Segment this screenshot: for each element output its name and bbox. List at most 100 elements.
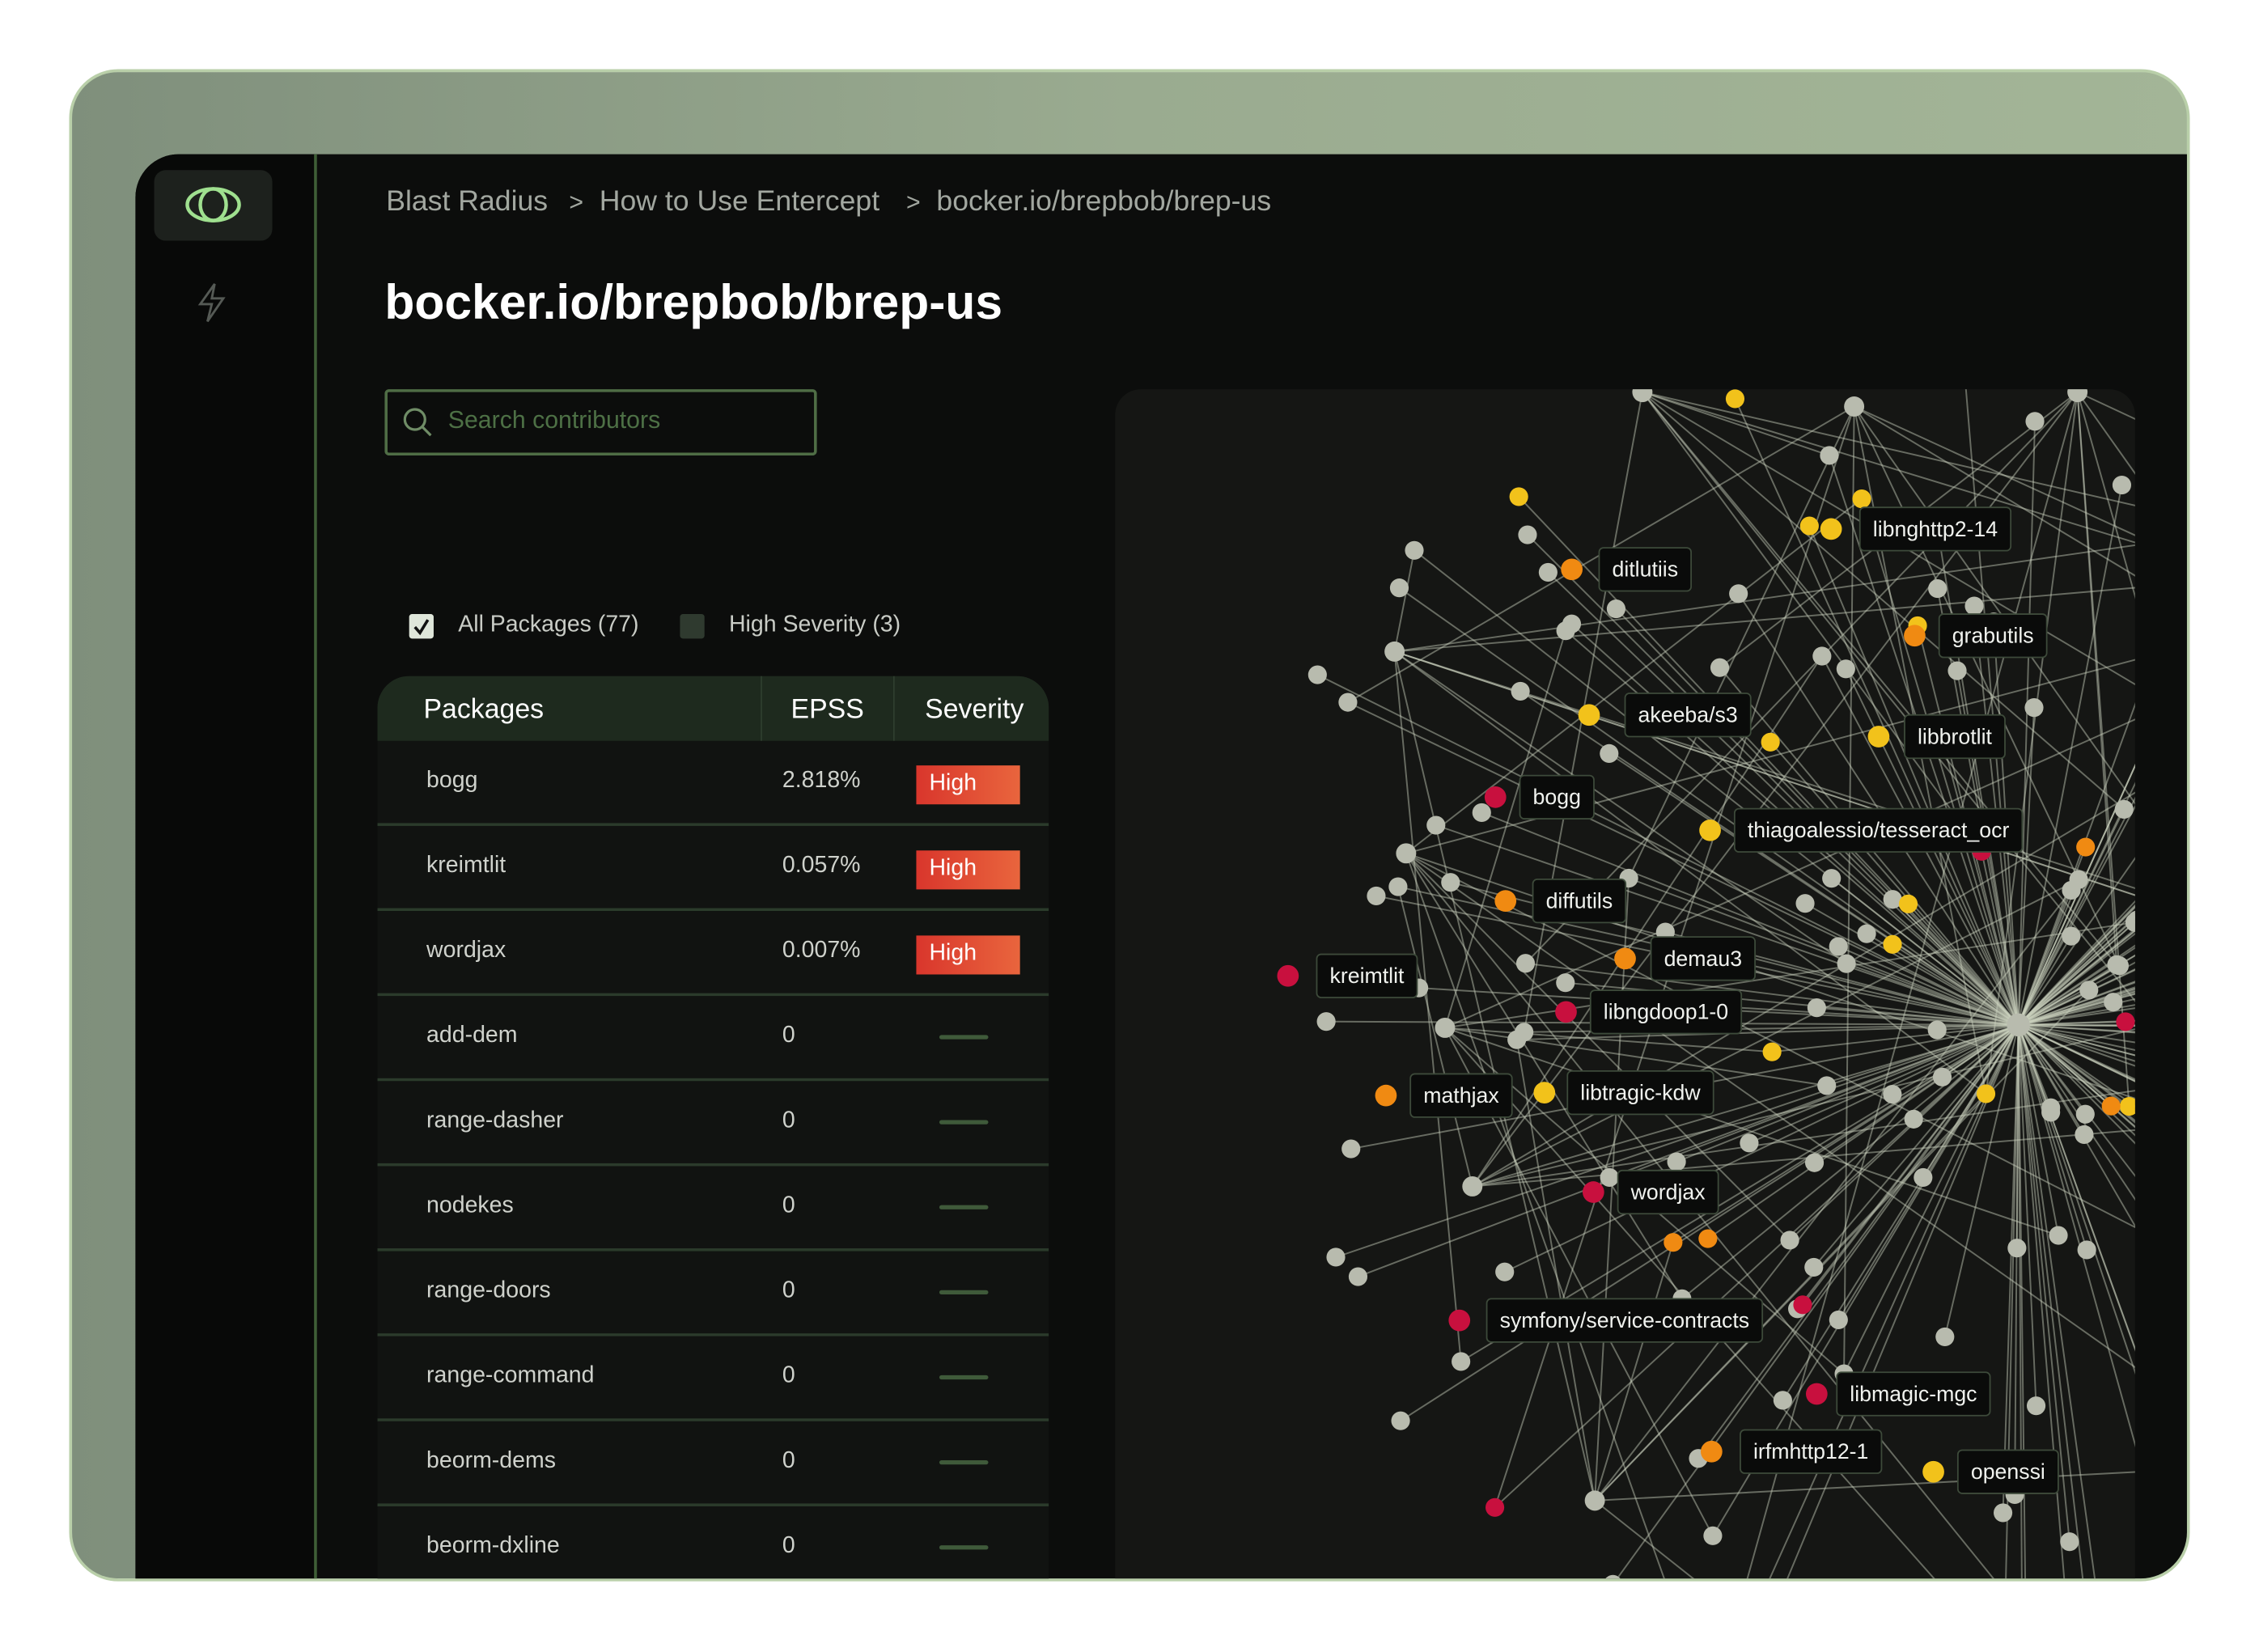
node-label: demau3 [1664,947,1742,971]
table-row[interactable]: beorm-dems 0 [377,1421,1049,1506]
severity-empty [939,1459,989,1465]
table-row[interactable]: beorm-dxline 0 [377,1506,1049,1579]
graph-node [2049,1226,2068,1245]
graph-edge [1892,943,2020,1026]
node-label: libmagic-mgc [1850,1382,1977,1406]
graph-edge [1347,701,2020,1026]
filter-checkbox[interactable] [409,614,434,639]
graph-edge [1808,525,2020,1026]
graph-edge [2017,1024,2096,1579]
graph-edge [2018,892,2187,1026]
graph-node [1829,937,1848,956]
graph-edge [1937,1023,2019,1031]
graph-edge [2018,943,2187,1026]
graph-edge [1393,550,1415,652]
graph-edge [1413,549,2020,1026]
graph-edge [1672,1024,2020,1243]
package-name: nodekes [426,1193,514,1218]
severity-empty [939,1120,989,1125]
graph-node [1316,1012,1336,1031]
graph-edge [1642,392,2117,965]
filter-label: High Severity (3) [728,612,901,638]
table-row[interactable]: range-command 0 [377,1336,1049,1421]
graph-edge [2017,860,2187,1026]
graph-node [1511,681,1530,701]
graph-edge [1816,1006,2019,1026]
graph-edge [1734,398,2020,1026]
node-label-box [1409,1073,1513,1118]
breadcrumb-item[interactable]: How to Use Entercept [599,185,880,218]
graph-edge [2018,923,2187,1026]
column-header[interactable]: Severity [925,694,1024,726]
filter-checkbox[interactable] [680,614,705,639]
table-row[interactable]: add-dem 0 [377,996,1049,1082]
graph-edge [2018,964,2120,1026]
bolt-icon[interactable] [193,281,231,324]
graph-edge [2018,989,2090,1026]
graph-node [1391,1411,1410,1430]
graph-node [1725,389,1745,409]
graph-edge [2017,1024,2052,1113]
graph-edge [2018,1023,2187,1104]
graph-edge [1444,695,2187,1029]
table-row[interactable]: range-doors 0 [377,1251,1049,1336]
breadcrumb-item[interactable]: Blast Radius [386,185,549,218]
graph-edge [1802,1024,2020,1306]
graph-edge [1789,1024,2020,1241]
table-row[interactable]: nodekes 0 [377,1166,1049,1252]
graph-node [1389,578,1409,598]
node-label: bogg [1533,785,1581,809]
graph-node [1804,1257,1824,1277]
graph-edge [1405,852,2187,1255]
graph-node [2041,1098,2061,1117]
graph-edge [1642,392,1982,852]
table-row[interactable]: wordjax 0.007% High [377,911,1049,997]
graph-node [1820,446,1839,465]
graph-node [1308,665,1327,684]
graph-node [1947,661,1967,680]
graph-edge [1913,1024,2020,1120]
severity-badge: High [916,765,1020,805]
graph-edge [2018,1024,2187,1144]
graph-node [1606,599,1625,619]
search-input[interactable]: Search contributors [384,389,817,456]
graph-node [1780,1231,1799,1250]
graph-node [1964,596,1984,616]
graph-node [1928,578,1947,599]
labeled-node [1277,964,1299,987]
graph-edge [2017,649,2187,1026]
table-row[interactable]: range-dasher 0 [377,1081,1049,1167]
node-label: kreimtlit [1329,964,1405,988]
graph-edge [1472,879,2079,1188]
logo-button[interactable] [154,170,273,241]
column-header[interactable]: Packages [423,694,545,726]
graph-node [1495,1262,1515,1281]
table-row[interactable]: kreimtlit 0.057% High [377,825,1049,912]
filter-label: All Packages (77) [458,612,639,638]
graph-node [2060,1532,2079,1552]
app: bocker.io/brepbob/brep-us Search contrib… [135,154,2187,1579]
graph-edge [1394,536,2187,653]
graph-edge [1826,1023,2019,1087]
graph-edge [1608,1023,2019,1179]
graph-edge [1527,534,2020,1026]
node-label-box [1316,953,1418,998]
graph-panel: libnghttp2-14 ditlutiis grabutils akeeba/s3… [1115,298,2187,1579]
breadcrumb-item[interactable]: bocker.io/brepbob/brep-us [936,185,1272,218]
package-name: add-dem [426,1023,518,1048]
graph-node [2119,1096,2139,1116]
graph-edge [2017,879,2079,1026]
graph-edge [2017,421,2036,1025]
labeled-node [1805,1383,1828,1405]
graph-edge [1515,1040,1596,1502]
graph-edge [1837,946,2020,1026]
table-row[interactable]: bogg 2.818% High [377,740,1049,826]
column-header[interactable]: EPSS [790,694,864,726]
graph-node [1740,1133,1759,1153]
node-label-box [1598,547,1693,592]
column-divider [761,676,762,741]
epss-value: 0.057% [782,853,861,879]
graph-edge [1481,811,2019,1026]
graph-edge [1405,498,1863,854]
graph-edge [2017,1024,2088,1251]
